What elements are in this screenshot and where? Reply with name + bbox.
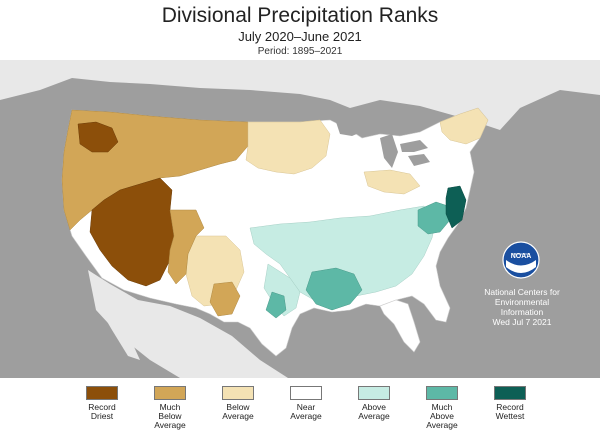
legend-item-above: Above Average — [342, 386, 406, 421]
legend-label: Much Below Average — [154, 402, 186, 430]
map-title: Divisional Precipitation Ranks — [161, 4, 439, 27]
florida — [379, 299, 421, 353]
baja-land — [96, 286, 140, 360]
credit-block: National Centers for Environmental Infor… — [470, 287, 574, 327]
us-precipitation-map — [0, 60, 600, 378]
noaa-logo: NOAA — [502, 241, 540, 279]
credit-line-1: National Centers for — [484, 287, 560, 297]
region-much-above-va — [417, 201, 451, 235]
region-much-below-south — [167, 209, 205, 285]
region-below-ohio — [363, 169, 421, 195]
legend-swatch — [86, 386, 118, 400]
legend-swatch — [358, 386, 390, 400]
region-below-plains — [245, 119, 331, 175]
legend-label: Below Average — [222, 402, 254, 421]
legend-label: Much Above Average — [426, 402, 458, 430]
legend-swatch — [154, 386, 186, 400]
map-subtitle: July 2020–June 2021 — [238, 29, 362, 44]
noaa-logo-text: NOAA — [511, 253, 532, 260]
legend-item-record-driest: Record Driest — [70, 386, 134, 421]
legend-item-much-above: Much Above Average — [410, 386, 474, 430]
legend-item-much-below: Much Below Average — [138, 386, 202, 430]
credit-date: Wed Jul 7 2021 — [492, 317, 552, 327]
legend: Record Driest Much Below Average Below A… — [70, 386, 542, 436]
legend-label: Above Average — [358, 402, 390, 421]
region-much-above-tx — [265, 291, 287, 319]
legend-swatch — [222, 386, 254, 400]
region-much-below-texas — [209, 281, 241, 317]
region-above-southeast — [249, 205, 437, 305]
legend-swatch — [290, 386, 322, 400]
map-period: Period: 1895–2021 — [257, 46, 343, 57]
region-above-gulf — [263, 263, 301, 317]
region-record-wettest — [445, 185, 467, 229]
legend-label: Record Wettest — [495, 402, 525, 421]
legend-swatch — [494, 386, 526, 400]
legend-item-record-wettest: Record Wettest — [478, 386, 542, 421]
mexico-land — [88, 270, 288, 378]
great-lakes — [336, 116, 430, 168]
legend-item-near: Near Average — [274, 386, 338, 421]
legend-label: Near Average — [290, 402, 322, 421]
canada-land — [0, 60, 600, 130]
credit-line-2: Environmental — [494, 297, 550, 307]
credit-line-3: Information — [500, 307, 544, 317]
region-below-northeast — [439, 107, 489, 145]
legend-label: Record Driest — [88, 402, 116, 421]
region-record-driest-nw — [77, 121, 119, 153]
legend-item-below: Below Average — [206, 386, 270, 421]
legend-swatch — [426, 386, 458, 400]
region-much-above-gulf — [305, 267, 363, 311]
